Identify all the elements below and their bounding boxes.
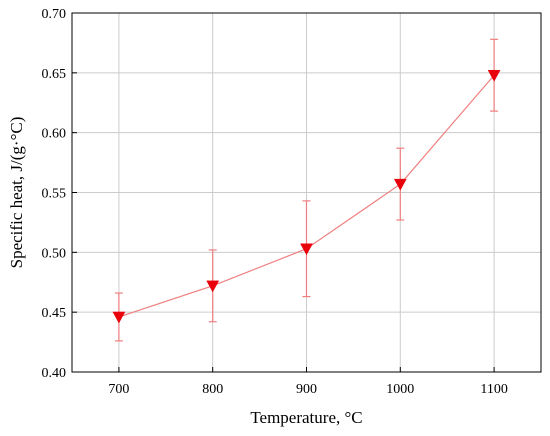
x-axis-label: Temperature, °C [250,408,362,427]
data-point-marker [300,243,313,256]
data-point-marker [487,69,501,82]
x-axis: 700 800 900 1000 1100 [108,367,508,397]
x-tick-label: 700 [108,382,129,397]
y-tick-label: 0.45 [42,306,67,321]
y-tick-label: 0.70 [42,7,67,22]
y-tick-label: 0.65 [42,67,67,82]
data-point-marker [206,280,220,293]
y-axis-label: Specific heat, J/(g·°C) [7,117,26,269]
y-tick-label: 0.50 [42,246,67,261]
grid-lines [72,12,541,373]
x-tick-label: 800 [202,382,223,397]
data-point-marker [393,178,407,191]
y-tick-label: 0.55 [42,187,67,202]
y-axis: 0.40 0.45 0.50 0.55 0.60 0.65 0.70 [42,7,77,381]
y-tick-label: 0.60 [42,127,67,142]
data-series [112,38,501,342]
y-tick-label: 0.40 [42,366,67,381]
x-tick-label: 1100 [480,382,507,397]
x-tick-label: 900 [296,382,317,397]
x-tick-label: 1000 [386,382,414,397]
data-point-marker [112,311,126,324]
